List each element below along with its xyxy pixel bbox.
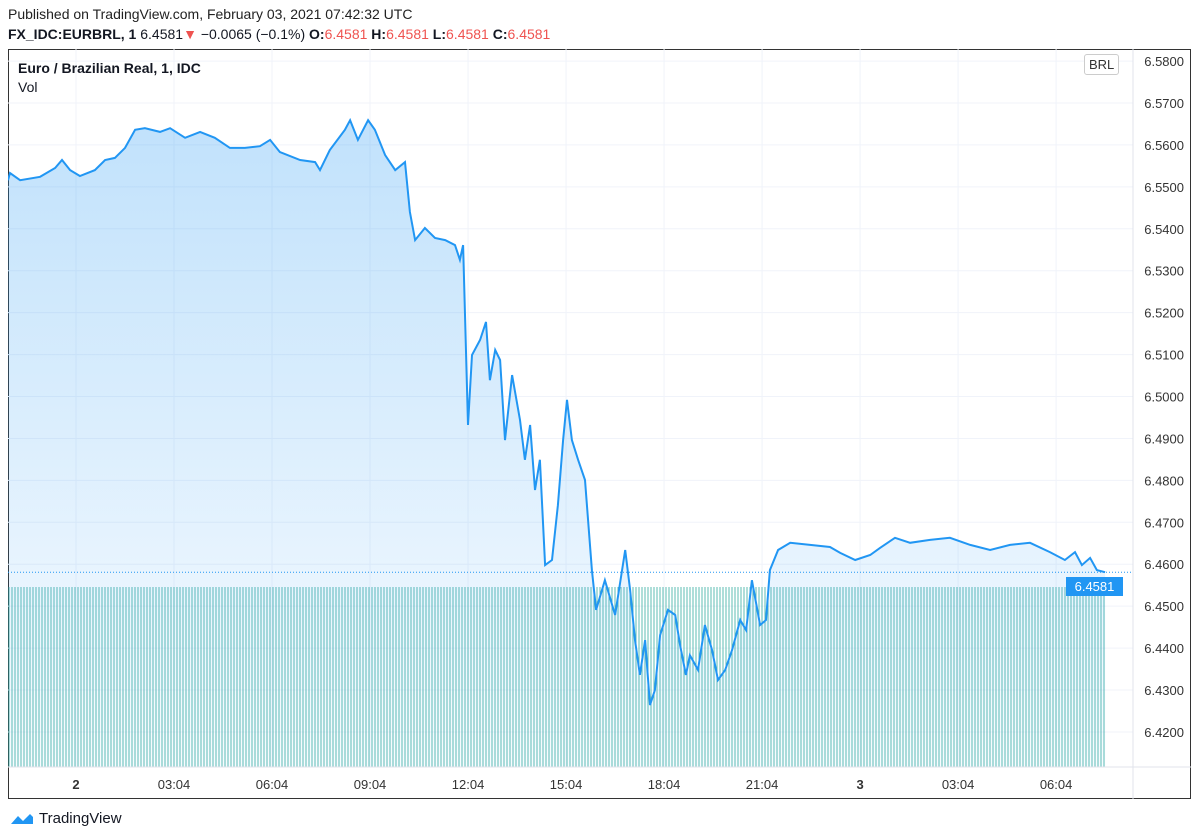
price-chart[interactable]: 6.5800 6.5700 6.5600 6.5500 6.5400 6.5300 6.52…	[8, 49, 1191, 799]
x-tick-label: 03:04	[942, 777, 975, 792]
low-label: L:	[432, 26, 447, 42]
price-change: −0.0065 (−0.1%)	[200, 26, 306, 42]
y-tick-label: 6.4300	[1144, 683, 1184, 698]
y-tick-label: 6.5600	[1144, 138, 1184, 153]
x-tick-label: 2	[72, 777, 79, 792]
tradingview-logo[interactable]: TradingView	[10, 810, 122, 827]
price-line	[8, 117, 1106, 706]
x-tick-label: 18:04	[648, 777, 681, 792]
y-tick-label: 6.5500	[1144, 180, 1184, 195]
x-tick-label: 12:04	[452, 777, 485, 792]
y-tick-label: 6.4900	[1144, 431, 1184, 446]
y-tick-label: 6.5700	[1144, 96, 1184, 111]
brand-name: TradingView	[39, 810, 122, 827]
y-tick-label: 6.4200	[1144, 725, 1184, 740]
close-value: 6.4581	[507, 26, 551, 42]
x-tick-label: 09:04	[354, 777, 387, 792]
y-tick-label: 6.5800	[1144, 54, 1184, 69]
x-tick-label: 3	[856, 777, 863, 792]
y-tick-label: 6.5300	[1144, 264, 1184, 279]
volume-legend: Vol	[18, 79, 38, 95]
high-label: H:	[371, 26, 387, 42]
open-value: 6.4581	[324, 26, 368, 42]
y-tick-label: 6.4800	[1144, 473, 1184, 488]
y-tick-label: 6.4700	[1144, 515, 1184, 530]
published-text: Published on TradingView.com, February 0…	[8, 6, 413, 22]
tradingview-logo-icon	[11, 813, 33, 824]
currency-button[interactable]: BRL	[1084, 54, 1120, 75]
y-tick-label: 6.4600	[1144, 557, 1184, 572]
high-value: 6.4581	[386, 26, 429, 42]
y-tick-label: 6.5200	[1144, 306, 1184, 321]
symbol-info: FX_IDC:EURBRL, 1 6.4581▼ −0.0065 (−0.1%)…	[8, 26, 550, 42]
x-tick-label: 15:04	[550, 777, 583, 792]
x-tick-label: 03:04	[158, 777, 191, 792]
x-tick-label: 21:04	[746, 777, 779, 792]
down-arrow-icon: ▼	[183, 26, 197, 42]
last-price-label: 6.4581	[1066, 577, 1123, 596]
symbol-name: FX_IDC:EURBRL, 1	[8, 26, 137, 42]
y-tick-label: 6.4500	[1144, 599, 1184, 614]
y-tick-label: 6.5400	[1144, 222, 1184, 237]
x-tick-label: 06:04	[256, 777, 289, 792]
x-tick-label: 06:04	[1040, 777, 1073, 792]
chart-title: Euro / Brazilian Real, 1, IDC	[18, 60, 201, 76]
y-tick-label: 6.4400	[1144, 641, 1184, 656]
open-label: O:	[309, 26, 325, 42]
low-value: 6.4581	[446, 26, 489, 42]
y-tick-label: 6.5000	[1144, 390, 1184, 405]
price-area	[8, 120, 1106, 767]
y-tick-label: 6.5100	[1144, 348, 1184, 363]
last-price: 6.4581	[140, 26, 184, 42]
close-label: C:	[492, 26, 508, 42]
